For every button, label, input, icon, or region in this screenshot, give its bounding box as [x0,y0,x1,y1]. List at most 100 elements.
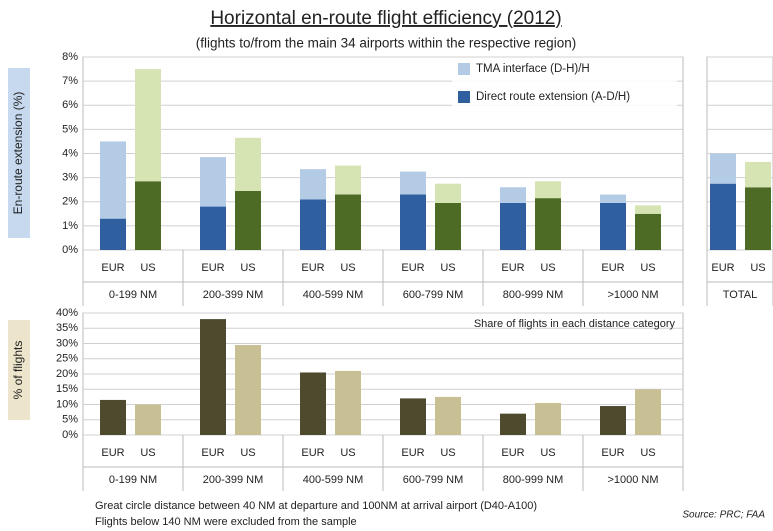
bar [135,404,161,435]
footnote: Flights below 140 NM were excluded from … [95,516,357,528]
y-tick-label: 40% [56,307,78,319]
subgroup-label: US [640,447,655,459]
subgroup-label: US [340,447,355,459]
group-label: 0-199 NM [109,474,157,486]
y-tick-label: 2% [62,196,78,208]
bar [500,413,526,435]
group-label: 400-599 NM [303,474,364,486]
bar [635,389,661,435]
y-tick-label: 30% [56,337,78,349]
bar-segment [135,69,161,182]
bar-segment [100,218,126,250]
bar-segment [300,199,326,250]
bar-segment [600,202,626,250]
bar-segment [100,141,126,219]
subgroup-label: US [140,447,155,459]
subgroup-label: EUR [101,447,124,459]
group-label: 600-799 NM [403,289,464,301]
y-tick-label: 10% [56,398,78,410]
bar-segment [400,194,426,250]
chart-title: Horizontal en-route flight efficiency (2… [210,8,561,29]
subgroup-label: EUR [601,262,624,274]
subgroup-label: EUR [401,447,424,459]
y-tick-label: 6% [62,99,78,111]
subgroup-label: US [440,262,455,274]
y-tick-label: 0% [62,429,78,441]
subgroup-label: EUR [711,262,734,274]
bar-segment [235,190,261,250]
bar-segment [135,181,161,250]
bar-segment [535,198,561,250]
subgroup-label: US [340,262,355,274]
y-tick-label: 7% [62,75,78,87]
subgroup-label: EUR [501,447,524,459]
bar [600,406,626,435]
bar-segment [400,171,426,195]
y-tick-label: 25% [56,353,78,365]
legend-box [452,59,677,111]
group-label: 200-399 NM [203,474,264,486]
bar [435,396,461,435]
y-tick-label: 20% [56,368,78,380]
subgroup-label: EUR [501,262,524,274]
y-label-box [8,68,30,238]
y-label-box [8,320,30,420]
subgroup-label: EUR [201,447,224,459]
bar-segment [600,194,626,203]
bar-segment [745,161,771,188]
group-label: 0-199 NM [109,289,157,301]
y-axis-label: En-route extension (%) [11,92,25,215]
group-label: 600-799 NM [403,474,464,486]
bar-segment [710,183,736,250]
footnote: Great circle distance between 40 NM at d… [95,500,537,512]
subgroup-label: US [240,262,255,274]
legend-swatch [458,91,470,103]
bar [400,398,426,435]
bar [100,399,126,435]
y-tick-label: 4% [62,147,78,159]
y-tick-label: 1% [62,220,78,232]
legend-swatch [458,63,470,75]
group-label: 800-999 NM [503,474,564,486]
bar-segment [535,181,561,199]
bar [535,402,561,435]
bar [300,372,326,435]
bar-segment [635,213,661,250]
bar-segment [635,205,661,214]
bar-segment [335,165,361,195]
subgroup-label: EUR [401,262,424,274]
group-label: 800-999 NM [503,289,564,301]
bar-segment [745,187,771,250]
y-axis-label: % of flights [11,341,25,400]
bar-segment [335,194,361,250]
bar-segment [200,157,226,207]
y-tick-label: 8% [62,51,78,63]
subgroup-label: US [540,262,555,274]
group-label: >1000 NM [607,289,658,301]
subgroup-label: EUR [301,447,324,459]
source: Source: PRC; FAA [682,510,765,521]
bar [235,345,261,435]
bar-segment [235,137,261,191]
y-tick-label: 15% [56,383,78,395]
bar-segment [710,153,736,184]
subgroup-label: US [440,447,455,459]
y-tick-label: 5% [62,414,78,426]
bar-segment [435,183,461,203]
bar-segment [500,202,526,250]
group-label: 200-399 NM [203,289,264,301]
group-label: TOTAL [723,289,757,301]
bar [335,370,361,435]
subgroup-label: EUR [601,447,624,459]
bar-segment [500,187,526,203]
subgroup-label: US [640,262,655,274]
chart-subtitle: (flights to/from the main 34 airports wi… [196,36,576,51]
subgroup-label: EUR [201,262,224,274]
subgroup-label: US [540,447,555,459]
bar-segment [200,206,226,250]
subgroup-label: EUR [101,262,124,274]
subgroup-label: EUR [301,262,324,274]
group-label: >1000 NM [607,474,658,486]
legend-label: TMA interface (D-H)/H [476,63,590,75]
